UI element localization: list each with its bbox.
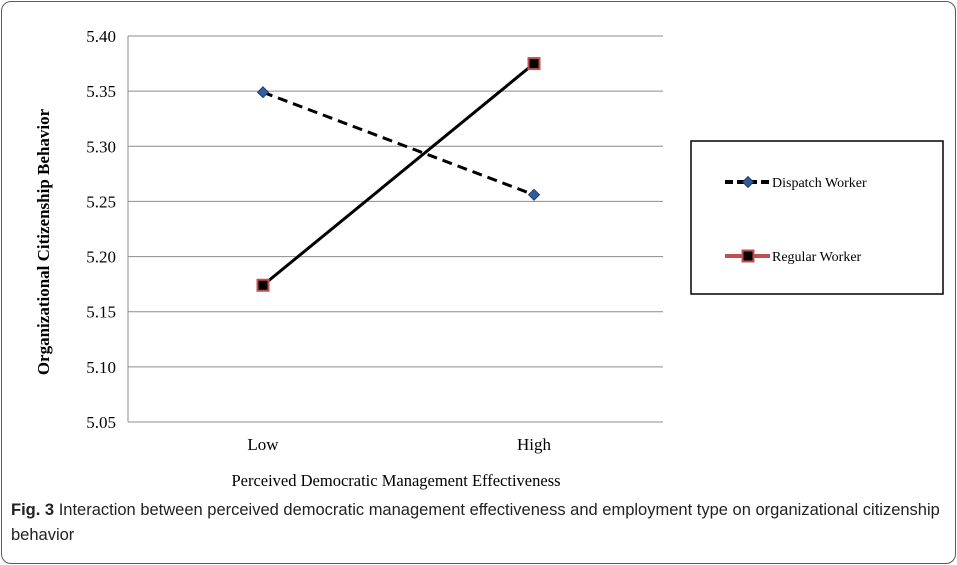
x-tick-labels: Low High xyxy=(247,435,551,454)
legend-label: Regular Worker xyxy=(772,250,862,265)
data-point-diamond xyxy=(256,86,270,99)
gridlines xyxy=(128,35,663,368)
y-tick-label: 5.35 xyxy=(86,82,116,101)
y-tick-label: 5.30 xyxy=(86,137,116,156)
figure-caption: Fig. 3 Interaction between perceived dem… xyxy=(11,498,941,548)
series-dispatch-worker xyxy=(256,86,541,201)
legend-item: Regular Worker xyxy=(725,249,862,265)
chart: 5.05 5.10 5.15 5.20 5.25 5.30 5.35 5.40 Low High… xyxy=(34,27,944,490)
caption-text: Interaction between perceived democratic… xyxy=(11,501,940,544)
axes xyxy=(127,36,663,423)
data-point-square xyxy=(527,57,541,71)
legend: Dispatch Worker Regular Worker xyxy=(690,140,944,295)
data-point-square xyxy=(741,249,755,263)
figure-label: Fig. 3 xyxy=(11,501,55,519)
y-tick-label: 5.15 xyxy=(86,303,116,322)
x-tick-label: Low xyxy=(247,435,279,454)
y-axis-label: Organizational Citizenship Behavior xyxy=(34,108,53,375)
data-point-diamond xyxy=(741,175,755,189)
series-regular-worker xyxy=(256,57,541,292)
series-line xyxy=(262,62,535,287)
y-tick-labels: 5.05 5.10 5.15 5.20 5.25 5.30 5.35 5.40 xyxy=(86,27,116,432)
series-line xyxy=(262,90,535,197)
y-tick-label: 5.20 xyxy=(86,248,116,267)
legend-box xyxy=(690,140,944,295)
y-tick-label: 5.10 xyxy=(86,358,116,377)
y-tick-label: 5.40 xyxy=(86,27,116,46)
data-point-square xyxy=(256,278,270,292)
data-point-diamond xyxy=(527,188,541,201)
x-tick-label: High xyxy=(517,435,552,454)
x-axis-label: Perceived Democratic Management Effectiv… xyxy=(231,471,560,490)
legend-item: Dispatch Worker xyxy=(725,175,867,191)
series-layer xyxy=(256,57,541,292)
legend-label: Dispatch Worker xyxy=(772,176,867,191)
y-tick-label: 5.25 xyxy=(86,192,116,211)
y-tick-label: 5.05 xyxy=(86,413,116,432)
